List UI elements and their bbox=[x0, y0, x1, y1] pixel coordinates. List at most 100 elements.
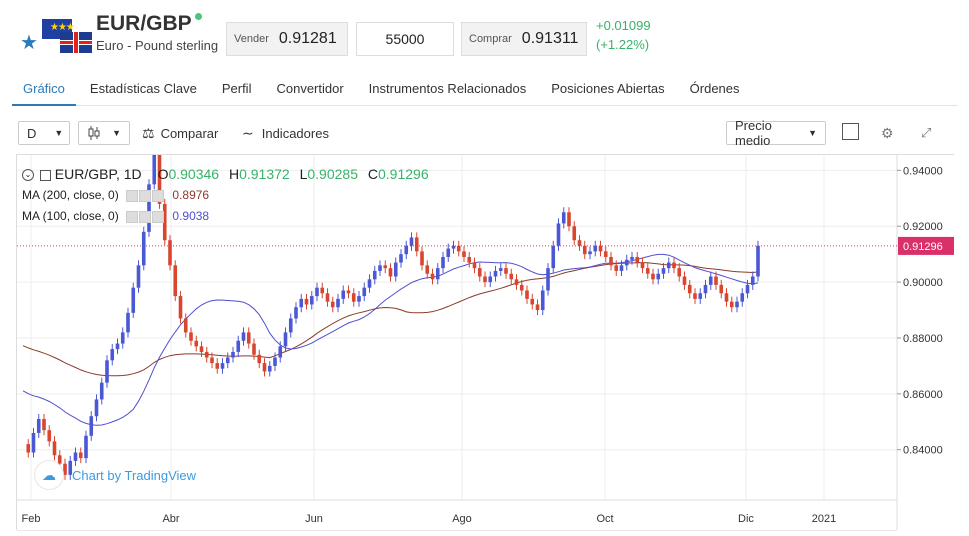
open-label: O bbox=[157, 166, 169, 182]
snapshot-checkbox[interactable] bbox=[842, 123, 859, 140]
ma200-label: MA (200, close, 0) bbox=[22, 188, 119, 202]
sell-button[interactable]: Vender 0.91281 bbox=[226, 22, 348, 56]
tab-ordenes[interactable]: Órdenes bbox=[689, 81, 740, 96]
candle-body bbox=[99, 382, 104, 400]
candle-body bbox=[78, 452, 83, 459]
x-tick-label: Dic bbox=[738, 513, 754, 525]
candle-body bbox=[483, 276, 487, 283]
tab-posiciones-abiertas[interactable]: Posiciones Abiertas bbox=[551, 81, 665, 96]
candle-body bbox=[110, 349, 115, 361]
close-icon bbox=[152, 210, 165, 223]
candle-body bbox=[147, 184, 151, 232]
candle-body bbox=[320, 287, 325, 294]
candle-body bbox=[745, 284, 750, 294]
candle-body bbox=[136, 265, 141, 288]
tradingview-watermark[interactable]: ☁ Chart by TradingView bbox=[34, 460, 196, 490]
candle-body bbox=[609, 256, 613, 266]
candle-body bbox=[498, 268, 503, 271]
symbol-toggle-icon[interactable] bbox=[39, 169, 51, 181]
compare-icon: ⚖ bbox=[142, 124, 155, 141]
tab-instrumentos-relacionados[interactable]: Instrumentos Relacionados bbox=[368, 81, 527, 96]
candle-body bbox=[572, 226, 577, 241]
candle-body bbox=[383, 265, 388, 269]
candle-body bbox=[168, 240, 172, 266]
candle-body bbox=[567, 212, 571, 227]
candle-body bbox=[189, 332, 193, 341]
candle-body bbox=[173, 265, 178, 297]
y-tick-label: 0.94000 bbox=[903, 165, 943, 177]
legend-title: EUR/GBP, 1D bbox=[54, 166, 142, 182]
candle-body bbox=[404, 245, 409, 255]
tab-convertidor[interactable]: Convertidor bbox=[276, 81, 344, 96]
candle-body bbox=[582, 245, 587, 255]
eye-icon bbox=[126, 189, 139, 202]
ma100-controls[interactable] bbox=[126, 209, 165, 223]
gear-icon[interactable]: ⚙ bbox=[881, 124, 894, 141]
candle-body bbox=[441, 256, 445, 269]
candle-body bbox=[645, 268, 650, 274]
candle-body bbox=[598, 245, 603, 252]
tab-grafico[interactable]: Gráfico bbox=[12, 72, 76, 106]
candle-body bbox=[178, 296, 183, 319]
candle-body bbox=[299, 298, 304, 308]
candle-body bbox=[719, 284, 724, 294]
y-tick-label: 0.88000 bbox=[903, 333, 943, 345]
candle-body bbox=[593, 245, 598, 252]
candle-body bbox=[504, 268, 508, 274]
price-mode-select[interactable]: Precio medio ▼ bbox=[726, 118, 826, 148]
ma200-line bbox=[22, 262, 759, 377]
price-chart[interactable]: 0.91296 0.94000 0.92000 0.90000 0.88000 0.860… bbox=[16, 142, 955, 534]
indicators-button[interactable]: ∼ Indicadores bbox=[242, 121, 329, 145]
candle-body bbox=[47, 430, 52, 442]
x-tick-label: Abr bbox=[162, 513, 179, 525]
quantity-input[interactable]: 55000 bbox=[356, 22, 454, 56]
change-absolute: +0.01099 bbox=[596, 18, 651, 33]
candle-body bbox=[693, 293, 697, 299]
compare-button[interactable]: ⚖ Comparar bbox=[142, 121, 218, 145]
indicators-icon: ∼ bbox=[242, 124, 254, 141]
collapse-icon[interactable]: ⌄ bbox=[22, 169, 34, 182]
candle-body bbox=[756, 245, 760, 277]
buy-price: 0.91311 bbox=[521, 30, 579, 47]
tab-perfil[interactable]: Perfil bbox=[221, 81, 252, 96]
close-label: C bbox=[367, 166, 378, 182]
candle-body bbox=[304, 298, 309, 305]
candle-body bbox=[430, 273, 435, 280]
fullscreen-icon[interactable]: ⤢ bbox=[921, 125, 932, 140]
gear-icon bbox=[139, 210, 152, 223]
candle-body bbox=[267, 365, 272, 372]
buy-button[interactable]: Comprar 0.91311 bbox=[461, 22, 587, 56]
ma200-controls[interactable] bbox=[126, 188, 165, 202]
chart-type-select[interactable]: ▼ bbox=[78, 121, 130, 145]
x-tick-label: Jun bbox=[305, 513, 323, 525]
chevron-down-icon: ▼ bbox=[808, 128, 817, 138]
candle-body bbox=[162, 203, 167, 241]
candle-body bbox=[456, 245, 461, 252]
candle-body bbox=[651, 273, 655, 280]
candle-body bbox=[152, 148, 157, 185]
candle-body bbox=[126, 312, 130, 333]
y-tick-label: 0.90000 bbox=[903, 277, 943, 289]
y-tick-label: 0.92000 bbox=[903, 221, 943, 233]
candle-body bbox=[31, 432, 36, 453]
candle-body bbox=[362, 287, 367, 297]
high-label: H bbox=[228, 166, 240, 182]
candle-body bbox=[672, 262, 676, 269]
candle-body bbox=[278, 346, 283, 358]
price-mode-value: Precio medio bbox=[735, 118, 772, 148]
star-icon[interactable]: ★ bbox=[20, 32, 38, 54]
candle-body bbox=[378, 265, 382, 271]
candle-body bbox=[89, 416, 94, 436]
interval-select[interactable]: D ▼ bbox=[18, 121, 70, 145]
candle-body bbox=[204, 351, 209, 358]
candle-body bbox=[750, 276, 755, 285]
watermark-text: Chart by TradingView bbox=[72, 467, 197, 483]
chart-canvas[interactable]: 0.91296 0.94000 0.92000 0.90000 0.88000 0.860… bbox=[17, 142, 955, 534]
high-value: 0.91372 bbox=[239, 166, 290, 182]
instrument-symbol: EUR/GBP bbox=[96, 12, 192, 35]
instrument-name: Euro - Pound sterling bbox=[96, 38, 219, 53]
candle-body bbox=[294, 307, 298, 319]
candle-body bbox=[84, 435, 88, 459]
candle-body bbox=[315, 287, 319, 297]
tab-estadisticas-clave[interactable]: Estadísticas Clave bbox=[89, 81, 197, 96]
